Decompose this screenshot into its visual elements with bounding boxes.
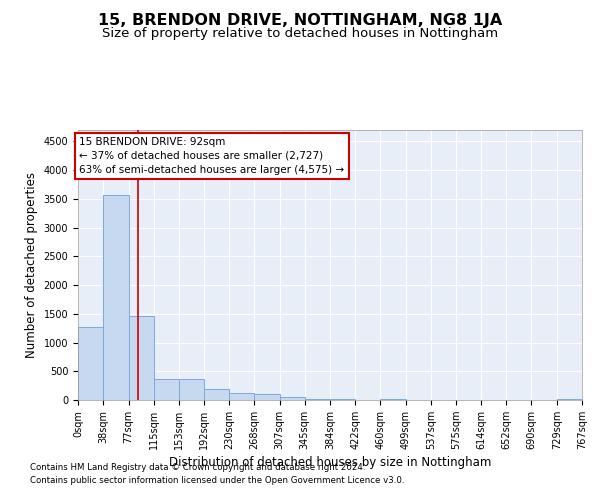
Bar: [103, 196, 128, 400]
Bar: [254, 394, 280, 400]
Text: Contains public sector information licensed under the Open Government Licence v3: Contains public sector information licen…: [30, 476, 404, 485]
Text: 15 BRENDON DRIVE: 92sqm
← 37% of detached houses are smaller (2,727)
63% of semi: 15 BRENDON DRIVE: 92sqm ← 37% of detache…: [79, 137, 344, 175]
Y-axis label: Number of detached properties: Number of detached properties: [25, 172, 38, 358]
Bar: [229, 392, 254, 400]
Bar: [154, 378, 179, 400]
Bar: [280, 396, 305, 400]
Bar: [204, 388, 229, 400]
Text: 15, BRENDON DRIVE, NOTTINGHAM, NG8 1JA: 15, BRENDON DRIVE, NOTTINGHAM, NG8 1JA: [98, 12, 502, 28]
Text: Size of property relative to detached houses in Nottingham: Size of property relative to detached ho…: [102, 28, 498, 40]
Bar: [179, 378, 204, 400]
Bar: [78, 327, 103, 400]
Bar: [128, 316, 154, 400]
X-axis label: Distribution of detached houses by size in Nottingham: Distribution of detached houses by size …: [169, 456, 491, 469]
Text: Contains HM Land Registry data © Crown copyright and database right 2024.: Contains HM Land Registry data © Crown c…: [30, 464, 365, 472]
